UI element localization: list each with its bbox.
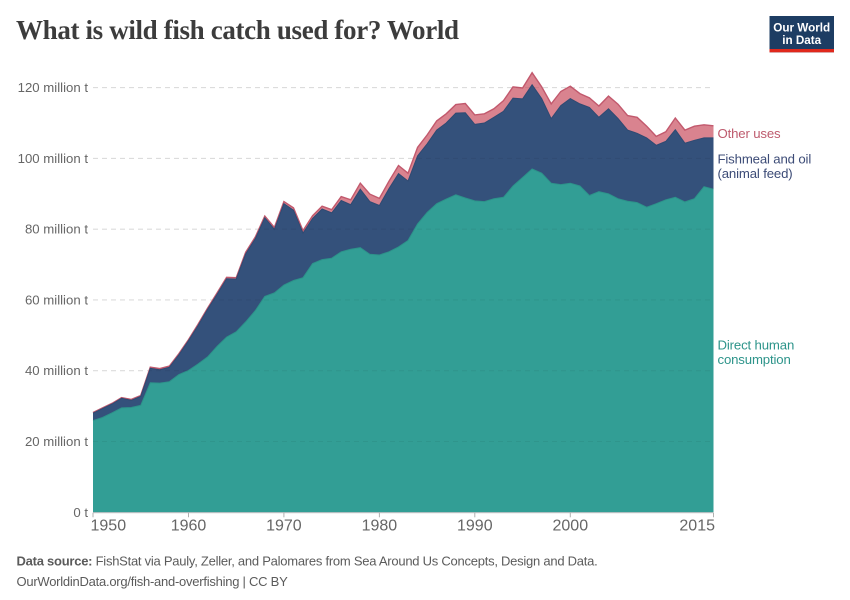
svg-text:Our World: Our World: [773, 21, 830, 34]
svg-text:Other uses: Other uses: [718, 126, 782, 141]
svg-text:Data source: FishStat via Paul: Data source: FishStat via Pauly, Zeller,…: [17, 554, 598, 569]
svg-text:(animal feed): (animal feed): [718, 166, 793, 181]
svg-text:120 million t: 120 million t: [18, 80, 89, 95]
svg-text:20 million t: 20 million t: [25, 434, 88, 449]
svg-text:1960: 1960: [171, 518, 207, 535]
svg-text:2015: 2015: [679, 518, 715, 535]
svg-text:consumption: consumption: [718, 352, 791, 367]
svg-text:0 t: 0 t: [73, 505, 88, 520]
svg-text:in Data: in Data: [782, 34, 821, 47]
svg-text:2000: 2000: [553, 518, 589, 535]
svg-text:1980: 1980: [362, 518, 398, 535]
svg-text:80 million t: 80 million t: [25, 222, 88, 237]
svg-text:100 million t: 100 million t: [18, 151, 89, 166]
svg-text:1950: 1950: [91, 518, 127, 535]
svg-text:1990: 1990: [457, 518, 493, 535]
svg-text:40 million t: 40 million t: [25, 363, 88, 378]
svg-text:OurWorldinData.org/fish-and-ov: OurWorldinData.org/fish-and-overfishing …: [17, 574, 289, 589]
svg-text:60 million t: 60 million t: [25, 292, 88, 307]
svg-text:Fishmeal and oil: Fishmeal and oil: [718, 152, 812, 167]
svg-text:What is wild fish catch used f: What is wild fish catch used for? World: [16, 15, 459, 45]
svg-text:1970: 1970: [266, 518, 302, 535]
svg-text:Direct human: Direct human: [718, 338, 795, 353]
